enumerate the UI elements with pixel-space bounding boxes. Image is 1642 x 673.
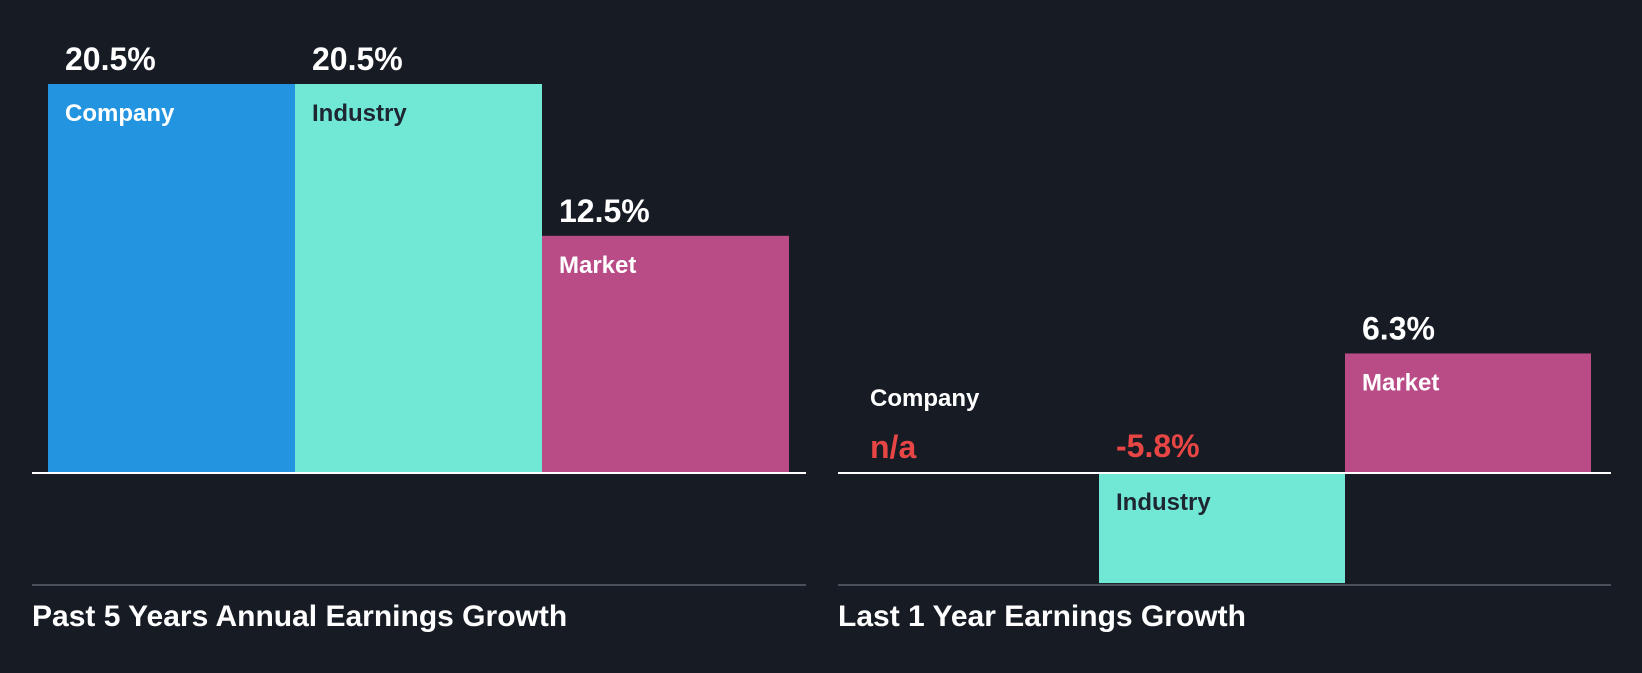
past-5-years-company-bar[interactable] bbox=[48, 84, 295, 473]
last-1-year-industry-category-label: Industry bbox=[1116, 489, 1211, 516]
past-5-years-market-category-label: Market bbox=[559, 252, 636, 279]
past-5-years-industry-value-label: 20.5% bbox=[312, 41, 403, 77]
past-5-years-market-bar[interactable] bbox=[542, 235, 789, 473]
past-5-years-company-category-label: Company bbox=[65, 100, 175, 127]
last-1-year-chart-title: Last 1 Year Earnings Growth bbox=[838, 600, 1246, 633]
last-1-year-company-value-label: n/a bbox=[870, 429, 916, 465]
past-5-years-industry-bar[interactable] bbox=[295, 84, 542, 473]
last-1-year-industry-bar[interactable] bbox=[1099, 473, 1345, 584]
last-1-year-market-category-label: Market bbox=[1362, 369, 1439, 396]
past-5-years-chart-title: Past 5 Years Annual Earnings Growth bbox=[32, 600, 567, 633]
last-1-year-industry-value-label: -5.8% bbox=[1116, 428, 1200, 464]
past-5-years-company-value-label: 20.5% bbox=[65, 41, 156, 77]
past-5-years-market-value-label: 12.5% bbox=[559, 193, 650, 229]
last-1-year-company-category-label: Company bbox=[870, 385, 980, 412]
last-1-year-market-bar[interactable] bbox=[1345, 353, 1591, 473]
last-1-year-market-value-label: 6.3% bbox=[1362, 310, 1435, 346]
past-5-years-industry-category-label: Industry bbox=[312, 100, 407, 127]
